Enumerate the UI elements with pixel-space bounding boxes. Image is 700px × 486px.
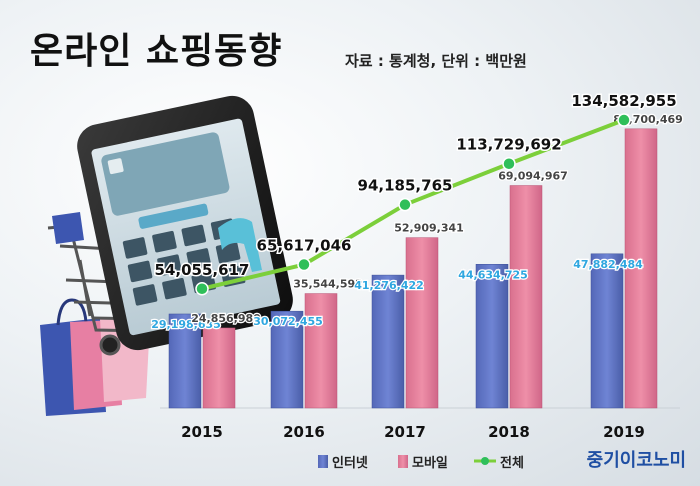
point-total-2015 (195, 282, 209, 296)
x-tick-label-2015: 2015 (181, 423, 223, 441)
data-label-mobile-2016: 35,544,592 (293, 278, 363, 291)
bar-mobile-2019 (624, 128, 658, 409)
bar-internet-2018 (475, 264, 509, 409)
data-label-mobile-2017: 52,909,341 (394, 222, 464, 235)
data-label-mobile-2019: 86,700,469 (613, 113, 683, 126)
data-label-internet-2016: 30,072,455 (253, 315, 323, 328)
legend: 인터넷 모바일 전체 (318, 455, 524, 471)
bar-internet-2016 (270, 310, 304, 409)
legend-label-internet: 인터넷 (332, 455, 368, 471)
x-tick-label-2016: 2016 (283, 423, 325, 441)
point-total-2019 (617, 113, 631, 127)
data-label-mobile-2018: 69,094,967 (498, 170, 568, 183)
page-title: 온라인 쇼핑동향 (30, 31, 283, 72)
data-label-total-2018: 113,729,692 (456, 136, 561, 154)
x-tick-label-2017: 2017 (384, 423, 426, 441)
publisher-logo: 중기이코노미 (586, 450, 686, 471)
smartphone-icon (77, 95, 293, 351)
point-total-2018 (502, 156, 516, 171)
legend-swatch-total-marker (481, 457, 489, 465)
point-total-2017 (398, 197, 412, 212)
data-label-internet-2019: 47,882,484 (573, 258, 643, 271)
legend-swatch-mobile (398, 455, 408, 468)
legend-label-mobile: 모바일 (412, 455, 448, 471)
data-label-internet-2018: 44,634,725 (458, 268, 528, 281)
data-label-total-2019: 134,582,955 (571, 92, 676, 110)
point-total-2016 (297, 257, 311, 272)
data-label-total-2016: 65,617,046 (257, 237, 352, 255)
data-label-internet-2017: 41,276,422 (354, 279, 424, 292)
bar-internet-2017 (371, 274, 405, 409)
x-tick-label-2018: 2018 (488, 423, 530, 441)
bar-mobile-2018 (509, 185, 543, 409)
high-heel-icon (218, 218, 262, 272)
x-tick-label-2019: 2019 (603, 423, 645, 441)
data-label-mobile-2015: 24,856,980 (191, 312, 261, 325)
bar-internet-2015 (168, 313, 202, 409)
legend-swatch-internet (318, 455, 328, 468)
bar-mobile-2016 (304, 293, 338, 409)
source-unit-note: 자료 : 통계청, 단위 : 백만원 (345, 52, 527, 70)
data-label-total-2015: 54,055,617 (155, 261, 250, 279)
data-label-internet-2015: 29,198,635 (151, 318, 221, 331)
data-label-total-2017: 94,185,765 (358, 177, 453, 195)
bar-mobile-2015 (202, 327, 236, 409)
bar-internet-2019 (590, 253, 624, 409)
legend-label-total: 전체 (500, 455, 524, 471)
bar-mobile-2017 (405, 237, 439, 409)
